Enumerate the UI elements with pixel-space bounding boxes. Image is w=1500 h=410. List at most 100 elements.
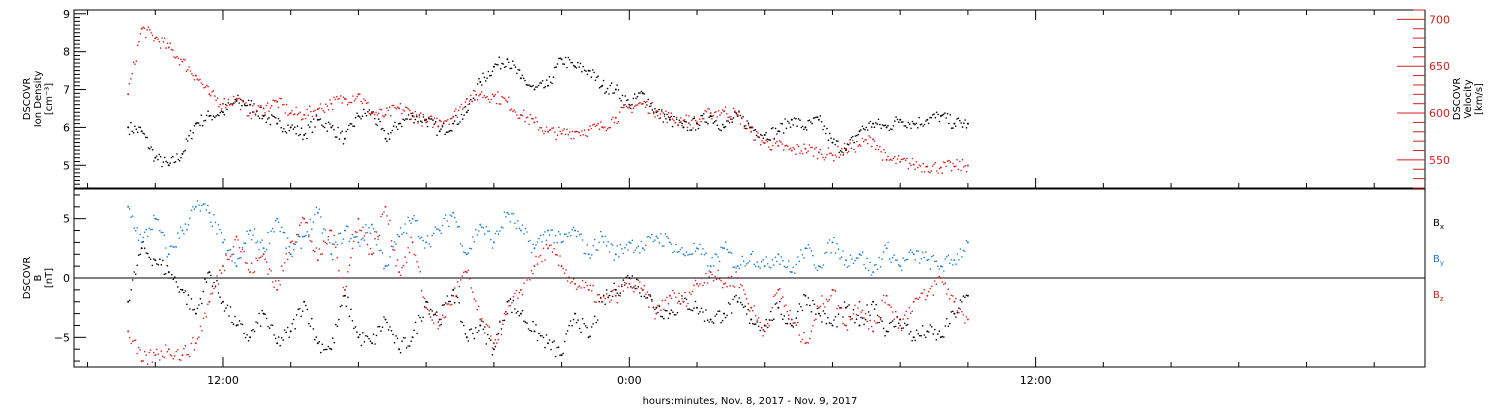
data-point <box>621 285 623 288</box>
data-point <box>727 302 730 304</box>
data-point <box>134 230 137 232</box>
data-point <box>250 262 253 265</box>
data-point <box>430 118 433 120</box>
data-point <box>906 323 909 326</box>
data-point <box>503 97 506 100</box>
data-point <box>387 264 390 266</box>
data-point <box>315 206 318 209</box>
data-point <box>902 158 904 160</box>
data-point <box>868 135 870 137</box>
data-point <box>804 342 807 345</box>
data-point <box>211 118 213 121</box>
data-point <box>691 309 694 312</box>
data-point <box>303 113 306 116</box>
top-panel-series <box>127 26 969 174</box>
data-point <box>931 285 933 288</box>
data-point <box>205 84 208 87</box>
data-point <box>425 300 428 303</box>
data-point <box>468 100 471 102</box>
data-point <box>879 266 882 268</box>
data-point <box>640 240 643 243</box>
data-point <box>852 139 854 142</box>
data-point <box>839 257 841 260</box>
data-point <box>541 130 544 132</box>
data-point <box>156 348 158 351</box>
data-point <box>153 40 155 42</box>
data-point <box>688 291 691 294</box>
data-point <box>542 247 545 250</box>
data-point <box>297 308 300 311</box>
data-point <box>192 74 194 77</box>
data-point <box>508 300 510 302</box>
data-point <box>388 106 391 108</box>
data-point <box>870 303 873 306</box>
data-point <box>670 243 673 245</box>
data-point <box>827 139 830 141</box>
data-point <box>309 240 312 242</box>
data-point <box>754 139 757 141</box>
data-point <box>711 273 713 276</box>
data-point <box>552 127 555 129</box>
data-point <box>732 285 734 287</box>
data-point <box>825 322 828 325</box>
data-point <box>857 133 859 136</box>
data-point <box>259 241 262 244</box>
data-point <box>582 134 584 136</box>
data-point <box>816 305 819 307</box>
data-point <box>821 321 823 323</box>
velocity-tick-label: 600 <box>1429 107 1450 120</box>
data-point <box>325 122 327 125</box>
data-point <box>312 249 315 252</box>
data-point <box>786 322 789 325</box>
data-point <box>350 237 352 240</box>
data-point <box>275 99 277 102</box>
data-point <box>514 308 516 310</box>
data-point <box>921 325 924 327</box>
data-point <box>252 105 254 107</box>
data-point <box>411 115 414 117</box>
data-point <box>345 305 348 308</box>
data-point <box>260 104 262 107</box>
data-point <box>842 152 845 154</box>
data-point <box>926 165 929 168</box>
data-point <box>869 314 871 317</box>
data-point <box>604 303 606 306</box>
data-point <box>424 119 426 122</box>
data-point <box>476 98 479 101</box>
data-point <box>531 117 533 120</box>
data-point <box>766 326 769 329</box>
data-point <box>143 350 146 353</box>
data-point <box>392 333 394 336</box>
data-point <box>966 294 969 297</box>
data-point <box>256 240 259 243</box>
data-point <box>797 256 799 258</box>
data-point <box>622 252 625 255</box>
data-point <box>136 352 138 355</box>
data-point <box>537 129 540 131</box>
data-point <box>618 294 620 297</box>
data-point <box>257 105 260 107</box>
data-point <box>280 97 283 100</box>
data-point <box>721 247 724 249</box>
data-point <box>139 233 141 236</box>
data-point <box>935 260 938 263</box>
data-point <box>298 235 301 238</box>
data-point <box>620 106 622 109</box>
data-point <box>558 126 560 129</box>
data-point <box>918 262 921 264</box>
data-point <box>298 224 301 226</box>
data-point <box>474 90 476 92</box>
data-point <box>145 228 147 231</box>
data-point <box>660 315 662 318</box>
data-point <box>329 229 331 232</box>
data-point <box>646 236 649 238</box>
data-point <box>661 245 664 247</box>
data-point <box>338 269 340 272</box>
data-point <box>377 112 380 115</box>
density-tick-label: 6 <box>63 121 70 134</box>
data-point <box>391 129 394 132</box>
data-point <box>354 326 357 328</box>
data-point <box>891 256 894 259</box>
data-point <box>864 318 867 321</box>
data-point <box>249 103 252 106</box>
